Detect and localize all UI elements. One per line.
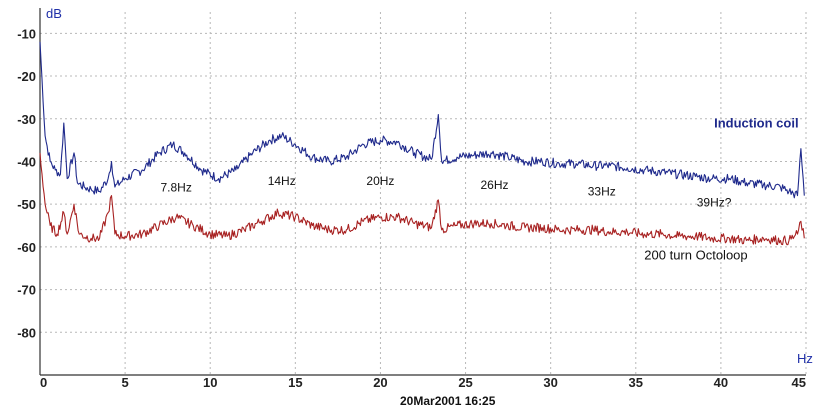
series-line-induction-coil	[39, 41, 805, 199]
peak-annotation: 33Hz	[588, 185, 616, 199]
peak-annotation: 39Hz?	[697, 195, 732, 209]
x-tick-label: 10	[203, 375, 217, 390]
y-tick-label: -60	[17, 240, 36, 255]
series-lines	[39, 41, 805, 246]
y-tick-label: -70	[17, 283, 36, 298]
peak-annotation: 14Hz	[268, 174, 296, 188]
x-tick-label: 35	[629, 375, 643, 390]
x-tick-label: 30	[543, 375, 557, 390]
series-label-induction-coil: Induction coil	[714, 115, 799, 130]
series-line-octoloop	[39, 152, 805, 246]
x-axis-label: Hz	[797, 351, 813, 366]
y-tick-label: -30	[17, 112, 36, 127]
grid-lines	[39, 12, 807, 375]
x-tick-label: 0	[40, 375, 47, 390]
x-tick-label: 45	[792, 375, 806, 390]
x-tick-label: 25	[458, 375, 472, 390]
y-tick-label: -80	[17, 325, 36, 340]
series-label-octoloop: 200 turn Octoloop	[644, 248, 747, 263]
y-tick-label: -10	[17, 26, 36, 41]
axes	[39, 8, 806, 376]
peak-annotation: 7.8Hz	[160, 180, 191, 194]
x-tick-label: 40	[714, 375, 728, 390]
y-tick-label: -40	[17, 154, 36, 169]
y-tick-label: -20	[17, 69, 36, 84]
timestamp-label: 20Mar2001 16:25	[400, 394, 496, 408]
y-axis-label: dB	[46, 6, 62, 21]
series-labels: Induction coil 200 turn Octoloop	[644, 115, 798, 262]
peak-annotation: 20Hz	[366, 174, 394, 188]
x-tick-labels: 0 5 10 15 20 25 30 35 40 45	[40, 375, 806, 390]
peak-annotations: 7.8Hz 14Hz 20Hz 26Hz 33Hz 39Hz?	[160, 174, 731, 209]
x-tick-label: 20	[373, 375, 387, 390]
y-tick-labels: -10 -20 -30 -40 -50 -60 -70 -80	[17, 26, 36, 340]
y-tick-label: -50	[17, 197, 36, 212]
x-tick-label: 5	[121, 375, 128, 390]
peak-annotation: 26Hz	[480, 178, 508, 192]
x-tick-label: 15	[288, 375, 302, 390]
